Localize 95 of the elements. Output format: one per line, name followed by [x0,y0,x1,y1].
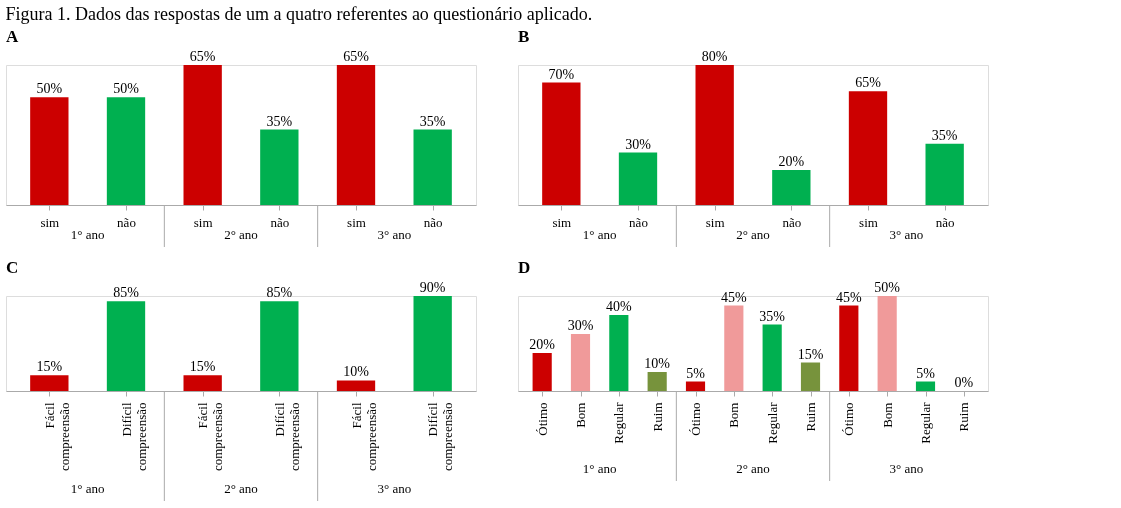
text: 2° ano [736,227,770,242]
x-tick-label: Ótimo [688,402,703,436]
x-tick-label: Ótimo [534,402,550,436]
chart-title: C [6,258,19,277]
data-label: 30% [567,318,594,333]
bar [532,353,552,391]
bar [542,82,581,205]
data-label: 35% [419,113,446,129]
data-label: 35% [759,308,786,324]
bar [915,381,936,391]
bar [839,305,859,391]
x-tick-label: sim [347,214,366,230]
data-label: 15% [36,359,63,375]
data-label: 85% [266,285,293,301]
data-label: 0% [954,375,974,390]
text: 3° ano [889,461,924,476]
bar [685,381,706,391]
x-tick-label: Regular [611,401,627,444]
x-tick-label: sim [552,214,572,230]
x-tick-label: não [270,214,290,230]
x-tick-label: Regular [918,401,933,444]
bar [413,296,452,391]
text: 1° ano [582,227,617,242]
x-tick-label: Ruim [649,402,665,432]
data-label: 45% [721,289,747,305]
data-label: 15% [189,359,216,375]
x-tick-label: Ótimo [841,402,857,436]
bar [877,296,897,391]
x-tick-label: não [935,214,955,230]
text: 1° ano [582,461,617,476]
text: 1° ano [70,481,105,496]
text: 2° ano [224,481,258,496]
data-label: 35% [931,127,958,143]
data-label: 45% [836,289,862,305]
text: 2° ano [224,227,258,242]
x-tick-label: Bom [726,402,742,428]
data-label: 80% [701,49,728,64]
data-label: 65% [855,75,882,91]
x-tick-label: não [782,214,802,230]
x-tick-label: Bom [573,402,588,428]
chart-title: B [518,27,530,46]
x-tick-label: sim [859,214,878,230]
bar [695,65,734,205]
bar [724,305,744,391]
bar [336,380,376,391]
x-tick-label: Ruim [956,402,972,432]
x-tick-label: não [629,214,648,230]
chart-title: A [6,27,19,46]
text: Figura 1. Dados das respostas de um a quatro referentes ao questionário aplicado. [5,3,593,24]
data-label: 10% [343,364,370,380]
data-label: 15% [797,346,824,362]
x-tick-label: Fácil compreensão [41,402,72,472]
bar [762,324,782,391]
bar [772,170,811,205]
text: 1° ano [70,227,105,242]
data-label: 65% [189,49,216,64]
bar [800,362,821,391]
x-tick-label: Ruim [803,402,818,432]
x-tick-label: Bom [879,402,895,428]
data-label: 70% [548,66,575,82]
data-label: 20% [778,154,805,169]
bar [30,375,69,391]
x-tick-label: não [117,214,136,230]
bar [570,334,591,391]
text: 2° ano [736,461,770,476]
x-tick-label: sim [193,214,213,230]
bar [848,91,888,205]
text: 3° ano [377,227,412,242]
data-label: 90% [419,280,446,295]
data-label: 50% [874,280,901,295]
data-label: 10% [644,356,671,371]
bar [618,152,658,205]
data-label: 20% [529,337,556,352]
data-label: 65% [343,49,370,64]
data-label: 5% [686,365,706,381]
bar [183,375,222,391]
bar [925,143,964,205]
bar [647,372,667,391]
text: 3° ano [889,227,924,242]
data-label: 50% [113,81,140,97]
data-label: 35% [266,113,293,129]
bar [106,301,146,391]
data-label: 30% [625,136,652,152]
x-tick-label: Regular [764,401,780,444]
x-tick-label: sim [40,214,60,230]
bar [260,301,299,391]
data-label: 85% [113,285,140,301]
x-tick-label: sim [705,214,725,230]
data-label: 50% [36,81,63,97]
text: 3° ano [377,481,412,496]
chart-title: D [518,258,531,277]
bar [609,315,629,391]
data-label: 40% [606,299,632,314]
x-tick-label: não [423,214,443,230]
data-label: 5% [916,365,936,381]
